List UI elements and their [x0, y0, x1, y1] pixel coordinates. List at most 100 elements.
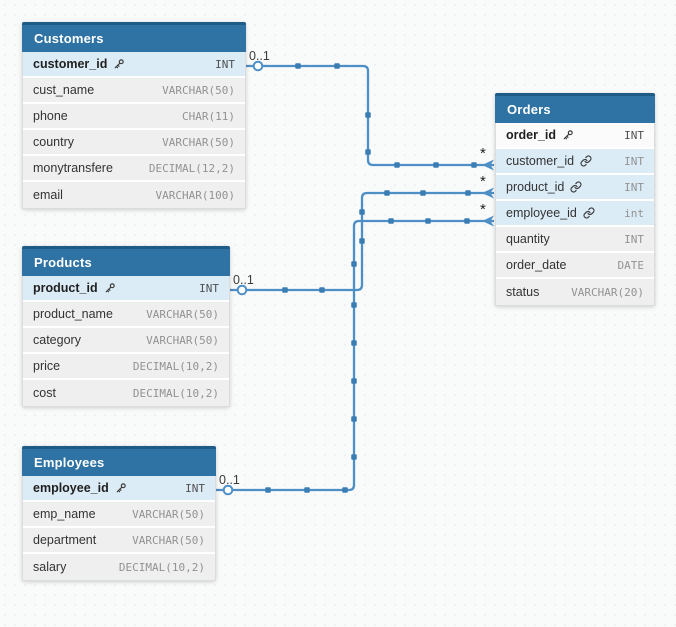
connector-handle[interactable] — [351, 302, 357, 308]
column-type: int — [624, 206, 644, 220]
connector-handle[interactable] — [425, 218, 431, 224]
many-arrow-icon — [482, 187, 494, 199]
entity-card-products[interactable]: Products product_id INT product_name VAR… — [22, 246, 230, 407]
key-icon — [113, 58, 125, 70]
column-row[interactable]: department VARCHAR(50) — [23, 528, 215, 554]
column-row[interactable]: cost DECIMAL(10,2) — [23, 380, 229, 406]
entity-body: order_id INT customer_id INT product_id — [495, 123, 655, 306]
entity-header[interactable]: Employees — [22, 446, 216, 476]
column-name: product_name — [33, 307, 113, 321]
column-row[interactable]: customer_id INT — [23, 52, 245, 78]
connector-handle[interactable] — [384, 190, 390, 196]
cardinality-end-label: * — [480, 145, 486, 162]
column-row[interactable]: category VARCHAR(50) — [23, 328, 229, 354]
connector-handle[interactable] — [420, 190, 426, 196]
connector-start-circle[interactable] — [236, 284, 248, 296]
entity-header[interactable]: Orders — [495, 93, 655, 123]
column-name: quantity — [506, 232, 550, 246]
connector-handle[interactable] — [304, 487, 310, 493]
column-type: VARCHAR(50) — [162, 83, 235, 97]
connector-handle[interactable] — [351, 416, 357, 422]
column-name: salary — [33, 560, 67, 574]
column-type: DECIMAL(12,2) — [148, 161, 235, 175]
column-type: VARCHAR(50) — [162, 135, 235, 149]
connector-handle[interactable] — [351, 261, 357, 267]
connector-handle[interactable] — [388, 218, 394, 224]
column-type: INT — [624, 154, 644, 168]
connector-handle[interactable] — [342, 487, 348, 493]
column-row[interactable]: salary DECIMAL(10,2) — [23, 554, 215, 580]
connector-handle[interactable] — [319, 287, 325, 293]
connector-start-circle[interactable] — [222, 484, 234, 496]
connector-handle[interactable] — [465, 190, 471, 196]
entity-card-employees[interactable]: Employees employee_id INT emp_name VARCH… — [22, 446, 216, 581]
connector-handle[interactable] — [351, 454, 357, 460]
entity-header[interactable]: Customers — [22, 22, 246, 52]
column-name: status — [506, 285, 540, 299]
column-row[interactable]: order_id INT — [496, 123, 654, 149]
column-type: INT — [624, 128, 644, 142]
cardinality-end-label: * — [480, 201, 486, 218]
column-row[interactable]: quantity INT — [496, 227, 654, 253]
connector-handle[interactable] — [282, 287, 288, 293]
many-arrow-icon — [482, 215, 494, 227]
column-row[interactable]: cust_name VARCHAR(50) — [23, 78, 245, 104]
connector-handle[interactable] — [359, 238, 365, 244]
entity-body: employee_id INT emp_name VARCHAR(50) dep… — [22, 476, 216, 581]
cardinality-start-label: 0..1 — [233, 273, 254, 287]
connector-handle[interactable] — [295, 63, 301, 69]
column-type: DATE — [617, 258, 645, 272]
column-row[interactable]: email VARCHAR(100) — [23, 182, 245, 208]
column-row[interactable]: status VARCHAR(20) — [496, 279, 654, 305]
column-row[interactable]: monytransfere DECIMAL(12,2) — [23, 156, 245, 182]
connector-handle[interactable] — [365, 112, 371, 118]
column-name: order_id — [506, 128, 557, 142]
connector-handle[interactable] — [359, 209, 365, 215]
link-icon — [580, 155, 592, 167]
column-row[interactable]: employee_id INT — [23, 476, 215, 502]
entity-card-orders[interactable]: Orders order_id INT customer_id INT — [495, 93, 655, 306]
column-name: monytransfere — [33, 161, 113, 175]
entity-header[interactable]: Products — [22, 246, 230, 276]
connector-handle[interactable] — [265, 487, 271, 493]
column-type: VARCHAR(50) — [132, 507, 205, 521]
connector-handle[interactable] — [365, 149, 371, 155]
connector-start-circle[interactable] — [252, 60, 264, 72]
column-row[interactable]: product_id INT — [496, 175, 654, 201]
column-name: employee_id — [33, 481, 109, 495]
column-row[interactable]: price DECIMAL(10,2) — [23, 354, 229, 380]
column-row[interactable]: order_date DATE — [496, 253, 654, 279]
column-name: price — [33, 359, 61, 373]
relationship-path[interactable] — [216, 219, 494, 492]
column-name: category — [33, 333, 81, 347]
key-icon — [104, 282, 116, 294]
entity-body: customer_id INT cust_name VARCHAR(50) ph… — [22, 52, 246, 209]
entity-body: product_id INT product_name VARCHAR(50) … — [22, 276, 230, 407]
column-row[interactable]: employee_id int — [496, 201, 654, 227]
column-row[interactable]: product_name VARCHAR(50) — [23, 302, 229, 328]
column-type: INT — [199, 281, 219, 295]
column-row[interactable]: country VARCHAR(50) — [23, 130, 245, 156]
column-type: VARCHAR(50) — [146, 333, 219, 347]
column-name: product_id — [506, 180, 565, 194]
link-icon — [583, 207, 595, 219]
connector-handle[interactable] — [394, 162, 400, 168]
connector-handle[interactable] — [351, 378, 357, 384]
link-icon — [570, 181, 582, 193]
column-row[interactable]: product_id INT — [23, 276, 229, 302]
column-row[interactable]: emp_name VARCHAR(50) — [23, 502, 215, 528]
connector-handle[interactable] — [433, 162, 439, 168]
connector-handle[interactable] — [334, 63, 340, 69]
cardinality-start-label: 0..1 — [249, 49, 270, 63]
connector-handle[interactable] — [471, 162, 477, 168]
column-name: country — [33, 135, 74, 149]
connector-handle[interactable] — [464, 218, 470, 224]
cardinality-start-label: 0..1 — [219, 473, 240, 487]
column-row[interactable]: phone CHAR(11) — [23, 104, 245, 130]
entity-card-customers[interactable]: Customers customer_id INT cust_name VARC… — [22, 22, 246, 209]
column-row[interactable]: customer_id INT — [496, 149, 654, 175]
connector-handle[interactable] — [351, 340, 357, 346]
cardinality-end-label: * — [480, 173, 486, 190]
column-type: INT — [215, 57, 235, 71]
